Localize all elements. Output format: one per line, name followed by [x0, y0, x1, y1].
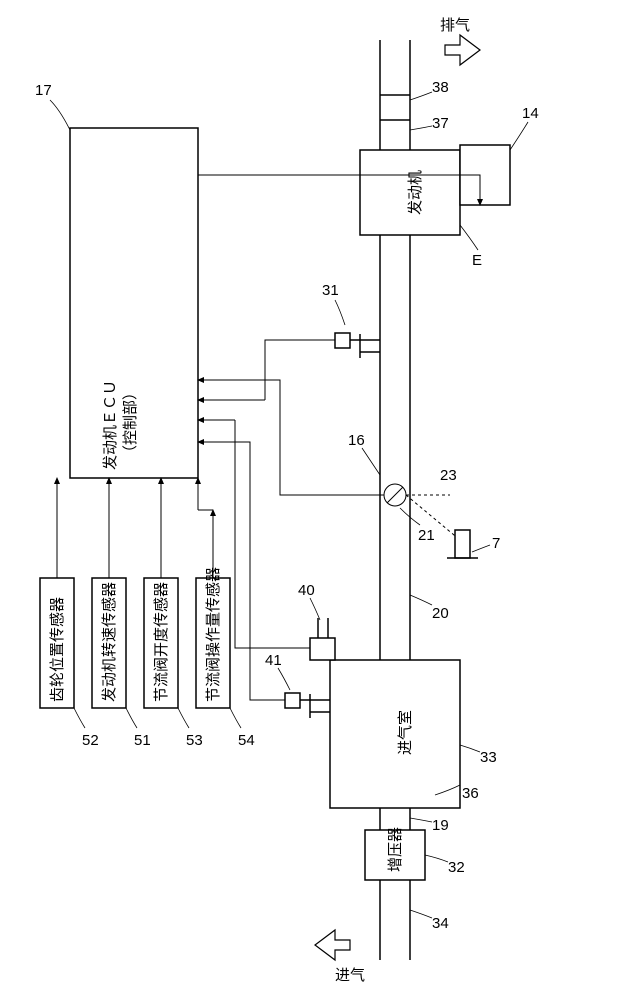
sensor-52-label: 齿轮位置传感器 [49, 597, 66, 702]
ref-54: 54 [238, 732, 255, 749]
ref-23: 23 [440, 467, 457, 484]
ref-40: 40 [298, 582, 315, 599]
ref-52: 52 [82, 732, 99, 749]
ref-32: 32 [448, 859, 465, 876]
plenum-label: 进气室 [397, 710, 414, 755]
diagram-canvas: 发动机ＥＣＵ （控制部） 17 齿轮位置传感器 52 发动机转速传感器 51 节… [0, 0, 622, 1000]
supercharger-label: 增压器 [387, 827, 404, 872]
ref-31: 31 [322, 282, 339, 299]
plenum-box [330, 660, 460, 808]
ref-7: 7 [492, 535, 500, 552]
ref-20: 20 [432, 605, 449, 622]
exhaust-arrow [445, 35, 480, 65]
ref-33: 33 [480, 749, 497, 766]
ref-51: 51 [134, 732, 151, 749]
ref-21: 21 [418, 527, 435, 544]
sensor-51-label: 发动机转速传感器 [101, 582, 118, 702]
ref-34: 34 [432, 915, 449, 932]
ref-53: 53 [186, 732, 203, 749]
ref-36: 36 [462, 785, 479, 802]
intake-label: 进气 [335, 967, 365, 984]
engine-label: 发动机 [407, 170, 424, 215]
ref-38: 38 [432, 79, 449, 96]
sensor-54-label: 节流阀操作量传感器 [205, 567, 222, 702]
exhaust-label: 排气 [440, 17, 470, 34]
ref-16: 16 [348, 432, 365, 449]
intake-arrow [315, 930, 350, 960]
ref-37: 37 [432, 115, 449, 132]
ecu-label-1: 发动机ＥＣＵ [102, 380, 119, 470]
ref-41: 41 [265, 652, 282, 669]
sensor-53-label: 节流阀开度传感器 [153, 582, 170, 702]
ref-17: 17 [35, 82, 52, 99]
ref-14: 14 [522, 105, 539, 122]
ecu-label-2: （控制部） [122, 385, 139, 460]
ref-19: 19 [432, 817, 449, 834]
ref-E: E [472, 252, 482, 269]
